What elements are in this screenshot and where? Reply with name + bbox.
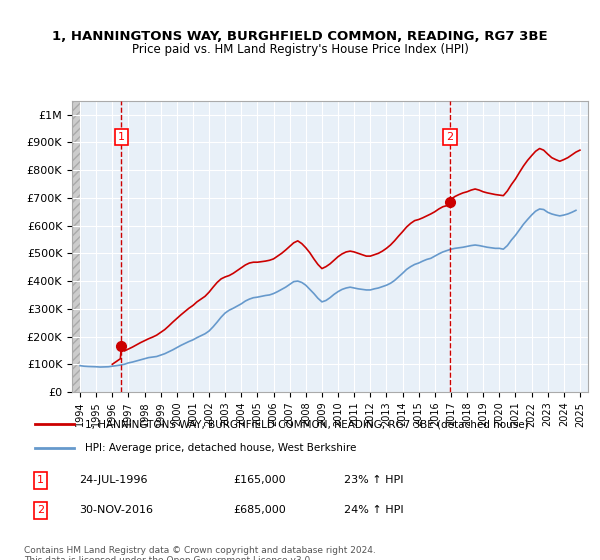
Text: 1: 1 [118,132,125,142]
Text: 30-NOV-2016: 30-NOV-2016 [79,505,153,515]
Text: 1, HANNINGTONS WAY, BURGHFIELD COMMON, READING, RG7 3BE: 1, HANNINGTONS WAY, BURGHFIELD COMMON, R… [52,30,548,43]
Text: £165,000: £165,000 [234,475,286,485]
Text: 2: 2 [37,505,44,515]
Text: Price paid vs. HM Land Registry's House Price Index (HPI): Price paid vs. HM Land Registry's House … [131,43,469,56]
Text: 1: 1 [37,475,44,485]
Bar [72,101,80,392]
Text: £685,000: £685,000 [234,505,287,515]
Text: HPI: Average price, detached house, West Berkshire: HPI: Average price, detached house, West… [85,443,356,453]
Text: Contains HM Land Registry data © Crown copyright and database right 2024.
This d: Contains HM Land Registry data © Crown c… [24,546,376,560]
Text: 2: 2 [446,132,453,142]
Bar [72,101,80,392]
Text: 1, HANNINGTONS WAY, BURGHFIELD COMMON, READING, RG7 3BE (detached house): 1, HANNINGTONS WAY, BURGHFIELD COMMON, R… [85,419,529,429]
Text: 24% ↑ HPI: 24% ↑ HPI [344,505,404,515]
Text: 23% ↑ HPI: 23% ↑ HPI [344,475,404,485]
Text: 24-JUL-1996: 24-JUL-1996 [79,475,148,485]
